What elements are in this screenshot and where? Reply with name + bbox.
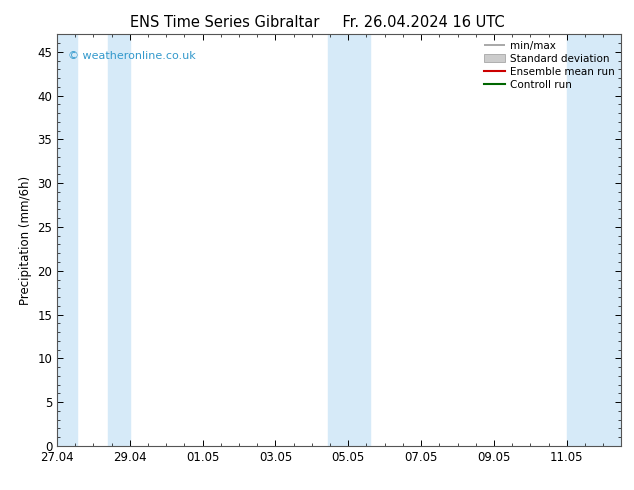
Text: ENS Time Series Gibraltar     Fr. 26.04.2024 16 UTC: ENS Time Series Gibraltar Fr. 26.04.2024… [130,15,504,30]
Legend: min/max, Standard deviation, Ensemble mean run, Controll run: min/max, Standard deviation, Ensemble me… [480,36,619,94]
Text: © weatheronline.co.uk: © weatheronline.co.uk [68,51,196,61]
Bar [567,34,621,446]
Y-axis label: Precipitation (mm/6h): Precipitation (mm/6h) [19,175,32,305]
Bar [57,34,77,446]
Bar [108,34,130,446]
Bar [328,34,370,446]
